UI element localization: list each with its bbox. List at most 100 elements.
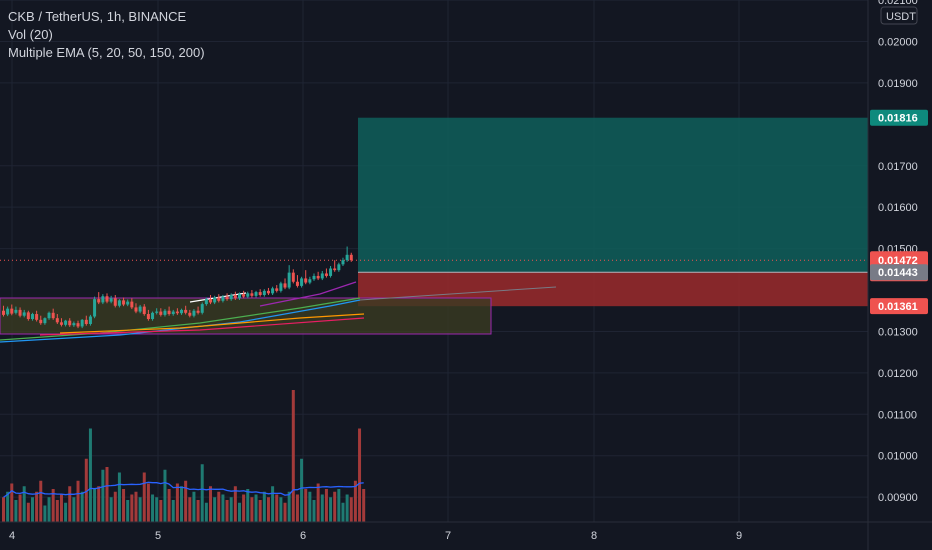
volume-bar [275,494,279,522]
volume-bar [242,494,246,522]
volume-bar [283,502,287,522]
candle-body [134,307,138,312]
ema-line [0,299,361,343]
price-tick-label: 0.01900 [878,78,918,90]
candle-body [295,281,299,286]
volume-bar [59,494,63,522]
candle-body [291,272,295,282]
volume-bar [151,494,155,522]
volume-bar [312,500,316,522]
candle-body [209,299,212,303]
volume-bar [167,489,171,522]
volume-bar [130,494,134,522]
volume-bar [209,486,212,522]
candle-body [204,299,208,305]
candle-body [167,310,171,315]
candle-body [126,301,130,305]
candle-body [233,294,237,299]
price-tick-label: 0.00900 [878,492,918,504]
candle-body [59,322,63,325]
candle-body [308,279,312,283]
ema-line [0,297,361,341]
candle-body [266,290,270,294]
volume-bar [225,500,229,522]
candle-body [39,319,43,324]
price-tick-label: 0.02100 [878,0,918,7]
volume-bar [88,428,92,522]
volume-bar [345,494,349,522]
candle-body [159,311,163,315]
volume-bar [126,500,130,522]
volume-bar [217,491,221,522]
candle-body [18,309,22,316]
volume-bar [159,500,163,522]
stop-price-tag-label: 0.01361 [878,301,918,313]
candle-body [113,298,117,306]
price-tick-label: 0.01000 [878,451,918,463]
price-tick-label: 0.01600 [878,202,918,214]
volume-bar [146,483,150,522]
candle-body [26,312,30,320]
candle-body [345,254,349,261]
price-tick-label: 0.01100 [878,409,917,421]
symbol-line[interactable]: CKB / TetherUS, 1h, BINANCE [8,9,187,24]
candle-body [196,310,200,313]
time-axis: 4 5 6 7 8 9 [9,530,742,542]
candle-body [51,312,55,319]
candle-body [10,308,14,314]
candle-body [329,268,333,276]
candle-body [258,292,262,295]
candle-body [84,319,88,324]
volume-bar [188,497,192,522]
candle-body [237,294,241,299]
price-tick-label: 0.02000 [878,37,918,49]
volume-bar [51,489,55,522]
entry-price-tag-label: 0.01443 [878,267,918,279]
volume-bar [134,491,138,522]
candle-body [304,278,308,283]
candle-body [242,294,246,297]
volume-bar [80,491,84,522]
volume-ma-line [3,481,364,498]
volume-indicator-line[interactable]: Vol (20) [8,27,53,42]
ema-indicator-line[interactable]: Multiple EMA (5, 20, 50, 150, 200) [8,45,205,60]
candle-body [80,319,84,327]
ema-line [59,313,365,334]
volume-bar [295,494,299,522]
candle-body [333,268,337,271]
volume-bar [337,489,341,522]
volume-bar [18,494,22,522]
candle-body [175,311,179,314]
volume-bar [204,502,208,522]
volume-bar [47,497,51,522]
candle-body [151,312,155,320]
entry-price-tag: 0.01443 [870,264,928,281]
candle-body [105,296,109,302]
candle-body [142,306,146,315]
candle-body [35,314,39,320]
candle-body [97,299,101,303]
candle-body [163,310,167,315]
volume-bar [84,458,88,522]
volume-bar [101,469,105,522]
candle-body [6,308,10,315]
volume-bar [39,480,43,522]
currency-badge: USDT [880,6,918,25]
volume-bar [362,489,366,522]
volume-bar [300,458,304,522]
volume-bar [316,483,320,522]
stop-price-tag: 0.01361 [870,298,928,315]
volume-bar [287,491,291,522]
volume-bar [55,500,59,522]
price-tick-label: 0.01300 [878,326,918,338]
volume-bar [97,486,101,522]
volume-bar [64,502,68,522]
candle-body [349,254,353,261]
volume-bar [266,497,270,522]
candle-body [246,293,250,297]
volume-bar [180,486,184,522]
candle-body [130,301,134,308]
candle-body [117,300,121,306]
